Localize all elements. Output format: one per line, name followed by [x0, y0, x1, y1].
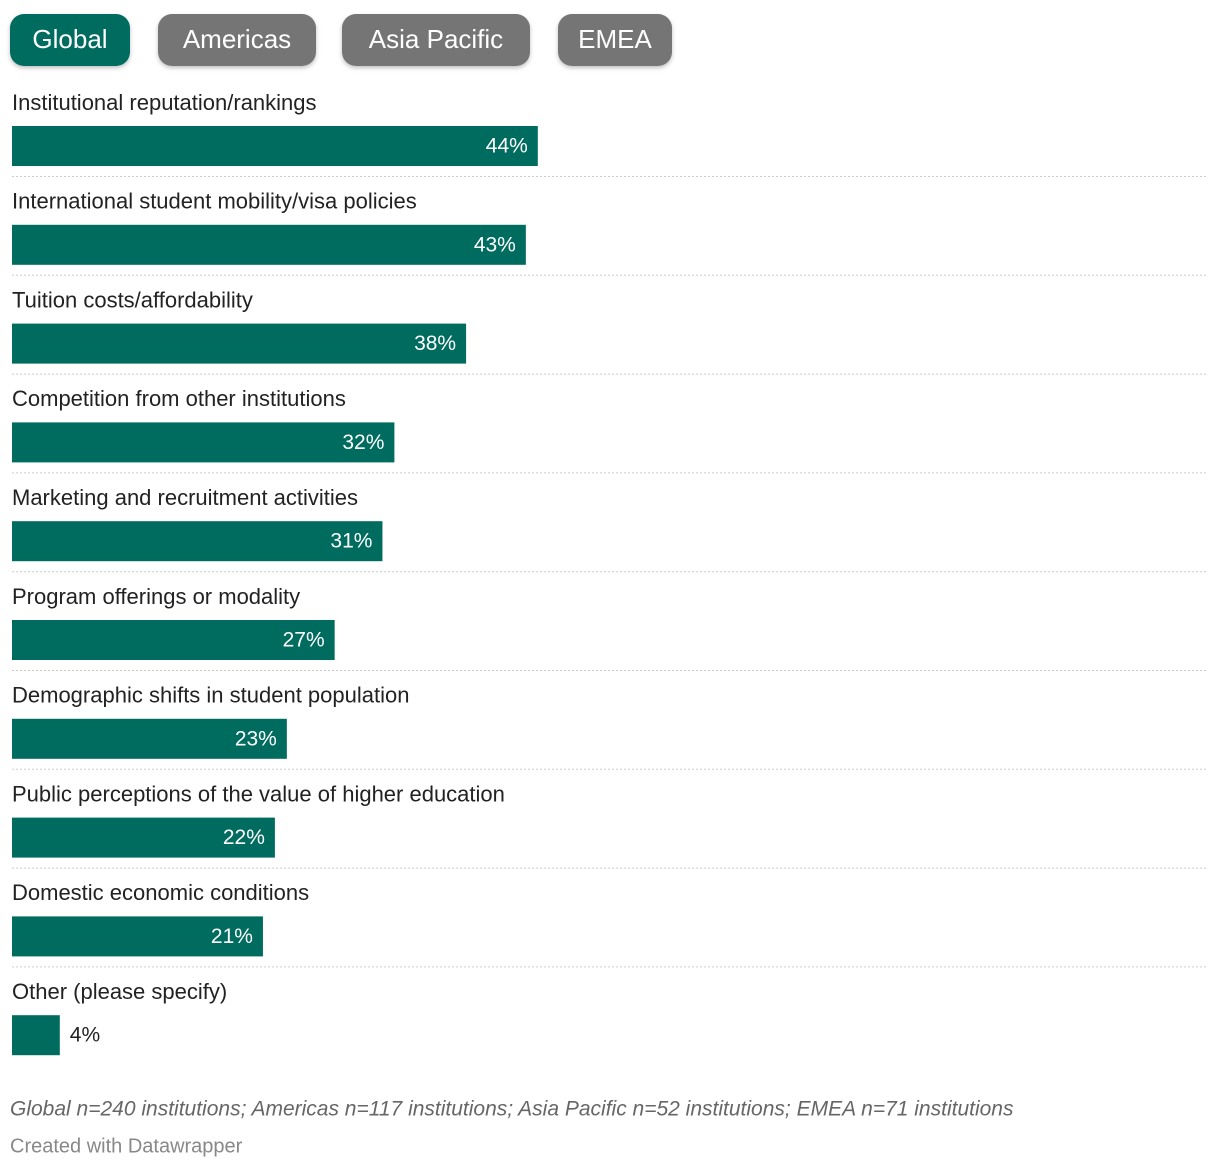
tab[interactable]: [158, 14, 316, 66]
bar: [12, 620, 335, 660]
category-label: Demographic shifts in student population: [12, 683, 409, 708]
category-label: Domestic economic conditions: [12, 880, 309, 905]
credit: Created with Datawrapper: [10, 1135, 243, 1157]
bar: [12, 916, 263, 957]
tab[interactable]: [10, 14, 130, 66]
bar: [12, 422, 395, 463]
category-label: Program offerings or modality: [12, 584, 300, 609]
bar: [12, 323, 467, 364]
category-label: Public perceptions of the value of highe…: [12, 781, 505, 806]
value-label: 38%: [414, 332, 456, 355]
category-label: International student mobility/visa poli…: [12, 189, 417, 214]
tab-label[interactable]: EMEA: [578, 24, 652, 54]
category-label: Other (please specify): [12, 979, 227, 1004]
tab-label[interactable]: Americas: [183, 24, 291, 54]
value-label: 32%: [342, 431, 384, 454]
bar: [12, 1015, 60, 1056]
footnote: Global n=240 institutions; Americas n=11…: [10, 1098, 1014, 1121]
bar: [12, 718, 287, 759]
bar: [12, 126, 538, 166]
bar: [12, 817, 275, 858]
value-label: 31%: [330, 530, 372, 553]
tab[interactable]: [342, 14, 530, 66]
category-label: Marketing and recruitment activities: [12, 485, 358, 510]
value-label: 22%: [223, 826, 265, 849]
value-label: 23%: [235, 727, 277, 750]
tab-label[interactable]: Global: [32, 24, 107, 54]
value-label: 21%: [211, 925, 253, 948]
value-label: 44%: [486, 135, 528, 158]
tab-label[interactable]: Asia Pacific: [369, 24, 503, 54]
tab-bar: Global Americas Asia Pacific EMEA: [10, 14, 672, 66]
category-label: Tuition costs/affordability: [12, 287, 253, 312]
tab[interactable]: [558, 14, 672, 66]
bar: [12, 521, 383, 562]
bar: [12, 224, 526, 265]
value-label: 27%: [283, 629, 325, 652]
value-label: 43%: [474, 233, 516, 256]
category-label: Institutional reputation/rankings: [12, 90, 317, 115]
value-label: 4%: [70, 1024, 100, 1047]
category-label: Competition from other institutions: [12, 386, 346, 411]
